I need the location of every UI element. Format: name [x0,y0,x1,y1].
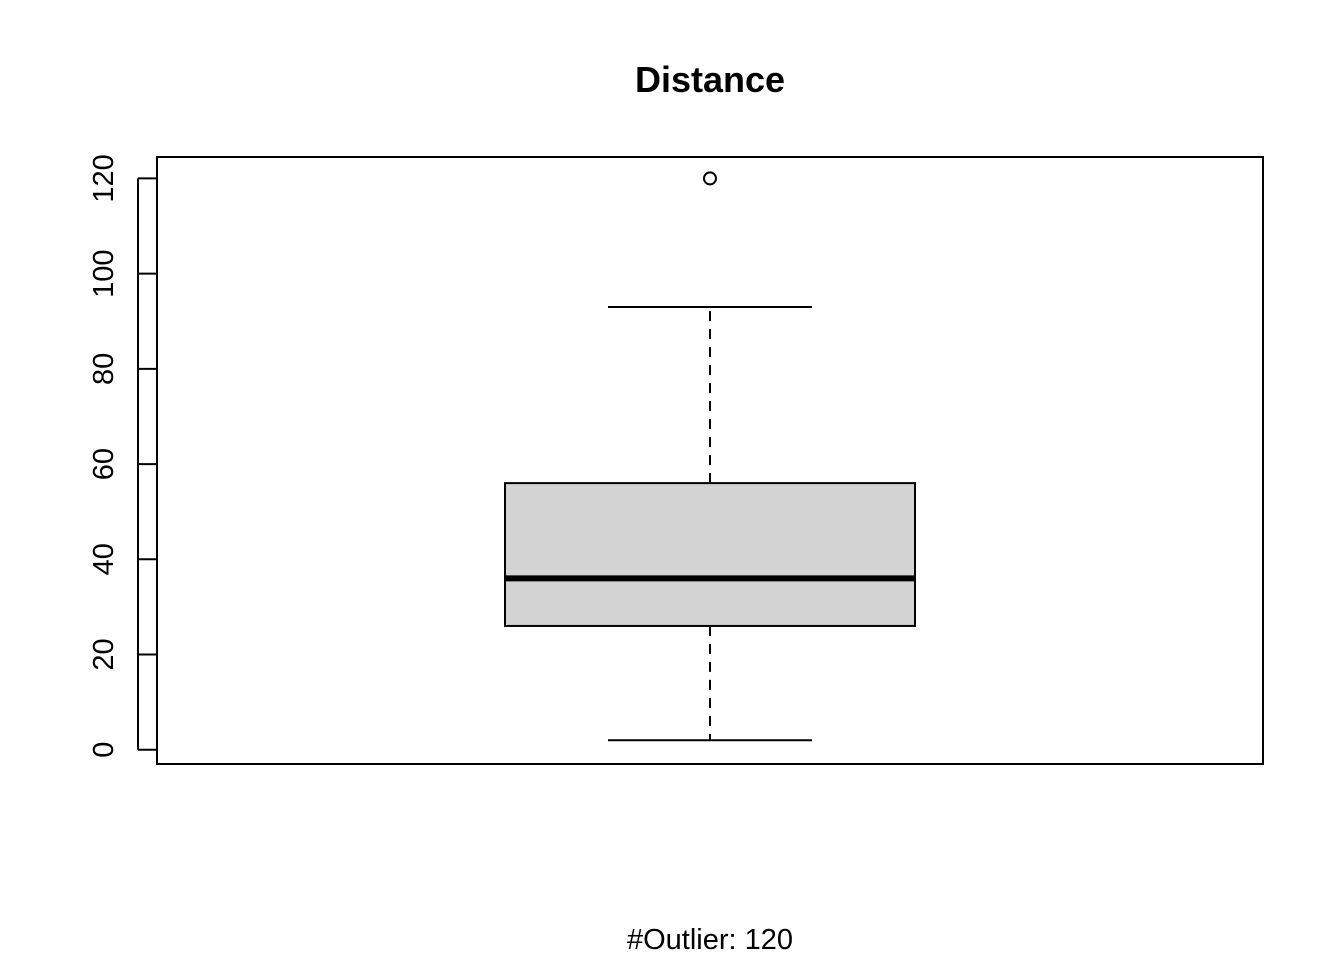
outlier-point-0 [703,171,717,186]
outlier-note: #Outlier: 120 [627,924,793,956]
chart-title: Distance [635,59,785,100]
y-tick-label-100: 100 [88,249,120,297]
boxplot [504,171,916,742]
y-tick-label-40: 40 [88,543,120,575]
plot-frame [156,156,1264,765]
y-tick-label-20: 20 [88,638,120,670]
y-tick-label-0: 0 [88,742,120,758]
y-tick-label-60: 60 [88,448,120,480]
y-axis: 0 20 40 60 80 100 120 [88,154,157,758]
y-tick-label-80: 80 [88,353,120,385]
y-tick-label-120: 120 [88,154,120,202]
iqr-box [504,482,916,627]
